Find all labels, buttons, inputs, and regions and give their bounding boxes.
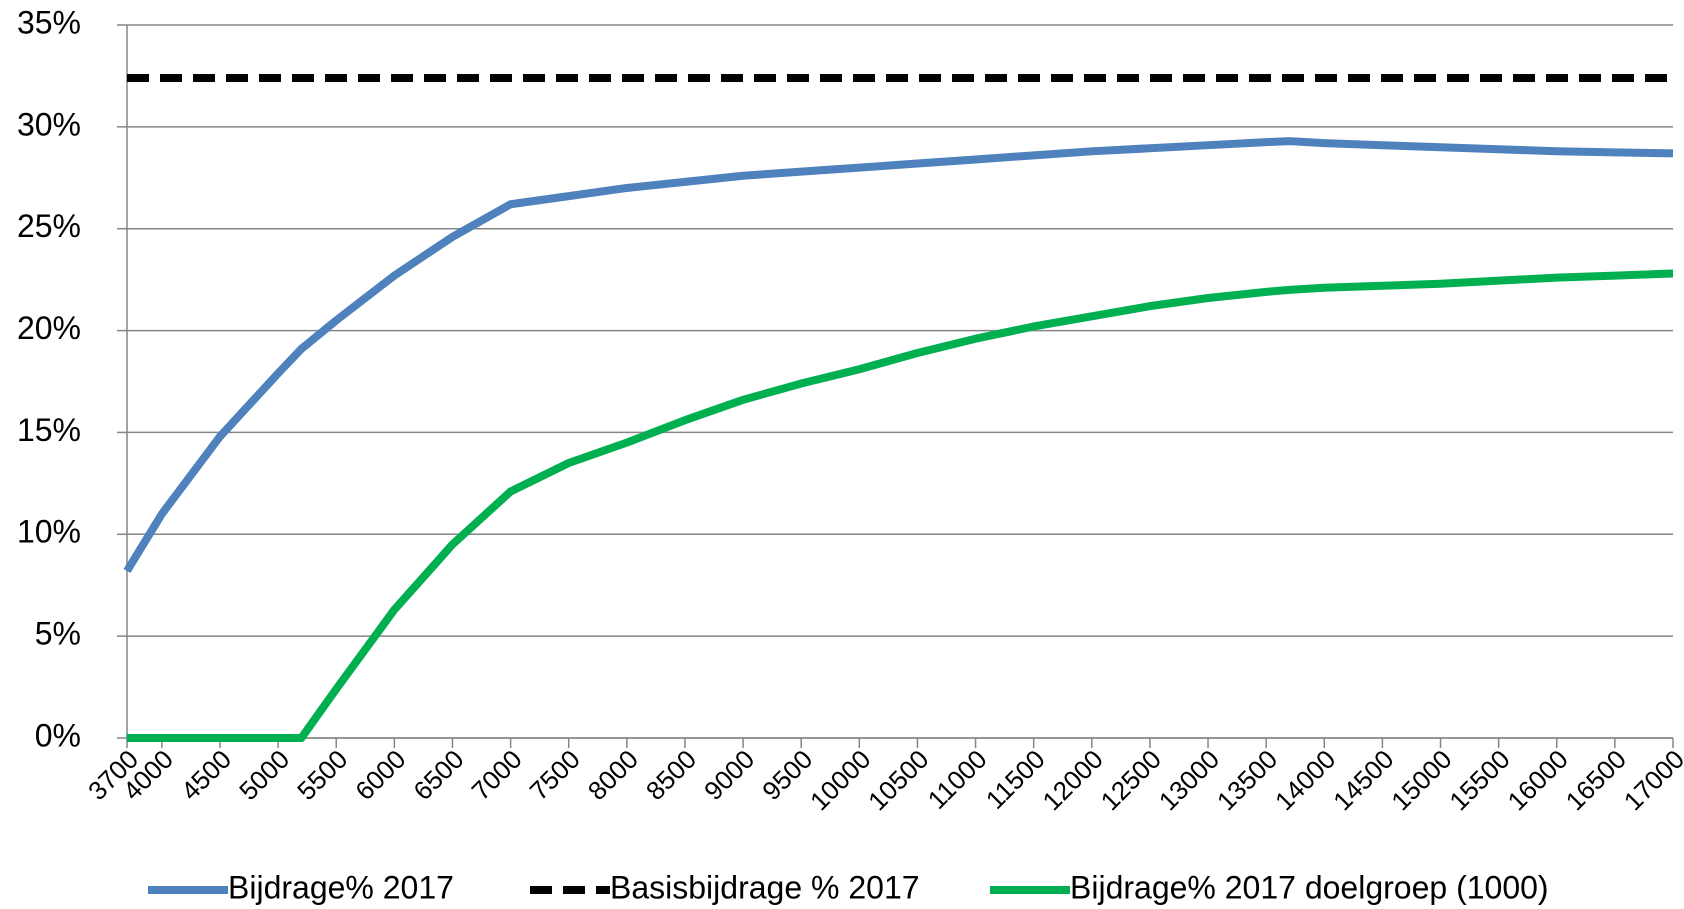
x-tick-label: 5000 [233,744,295,806]
y-tick-label: 5% [35,616,81,652]
x-tick-label: 13000 [1153,744,1225,816]
x-tick-label: 11000 [922,744,993,815]
y-tick-label: 20% [17,310,81,346]
y-tick-label: 35% [17,4,81,40]
y-tick-label: 15% [17,412,81,448]
x-tick-label: 12000 [1037,744,1109,816]
legend-label: Bijdrage% 2017 doelgroep (1000) [1070,869,1549,905]
x-tick-label: 6000 [349,744,411,806]
x-tick-label: 10500 [862,744,934,816]
x-tick-label: 13500 [1211,744,1283,816]
x-tick-label: 7000 [466,744,528,806]
x-tick-label: 8500 [640,744,702,806]
legend-label: Basisbijdrage % 2017 [610,869,920,905]
x-tick-label: 14000 [1269,744,1341,816]
x-tick-label: 17000 [1618,744,1684,816]
x-tick-label: 11500 [980,744,1051,815]
series-line [123,137,1674,574]
x-tick-label: 16500 [1560,744,1632,816]
y-tick-label: 25% [17,208,81,244]
x-tick-label: 16000 [1502,744,1574,816]
y-tick-label: 0% [35,717,81,753]
x-tick-label: 7500 [524,744,586,806]
y-tick-label: 30% [17,106,81,142]
x-tick-label: 15500 [1443,744,1515,816]
x-tick-label: 12500 [1095,744,1167,816]
x-tick-label: 5500 [291,744,353,806]
x-tick-label: 15000 [1385,744,1457,816]
x-tick-label: 4500 [175,744,237,806]
x-tick-label: 6500 [407,744,469,806]
x-tick-label: 9000 [698,744,760,806]
legend-label: Bijdrage% 2017 [228,869,454,905]
y-tick-label: 10% [17,514,81,550]
x-tick-label: 14500 [1327,744,1399,816]
series-line [127,269,1674,742]
x-tick-label: 8000 [582,744,644,806]
x-tick-label: 10000 [804,744,876,816]
